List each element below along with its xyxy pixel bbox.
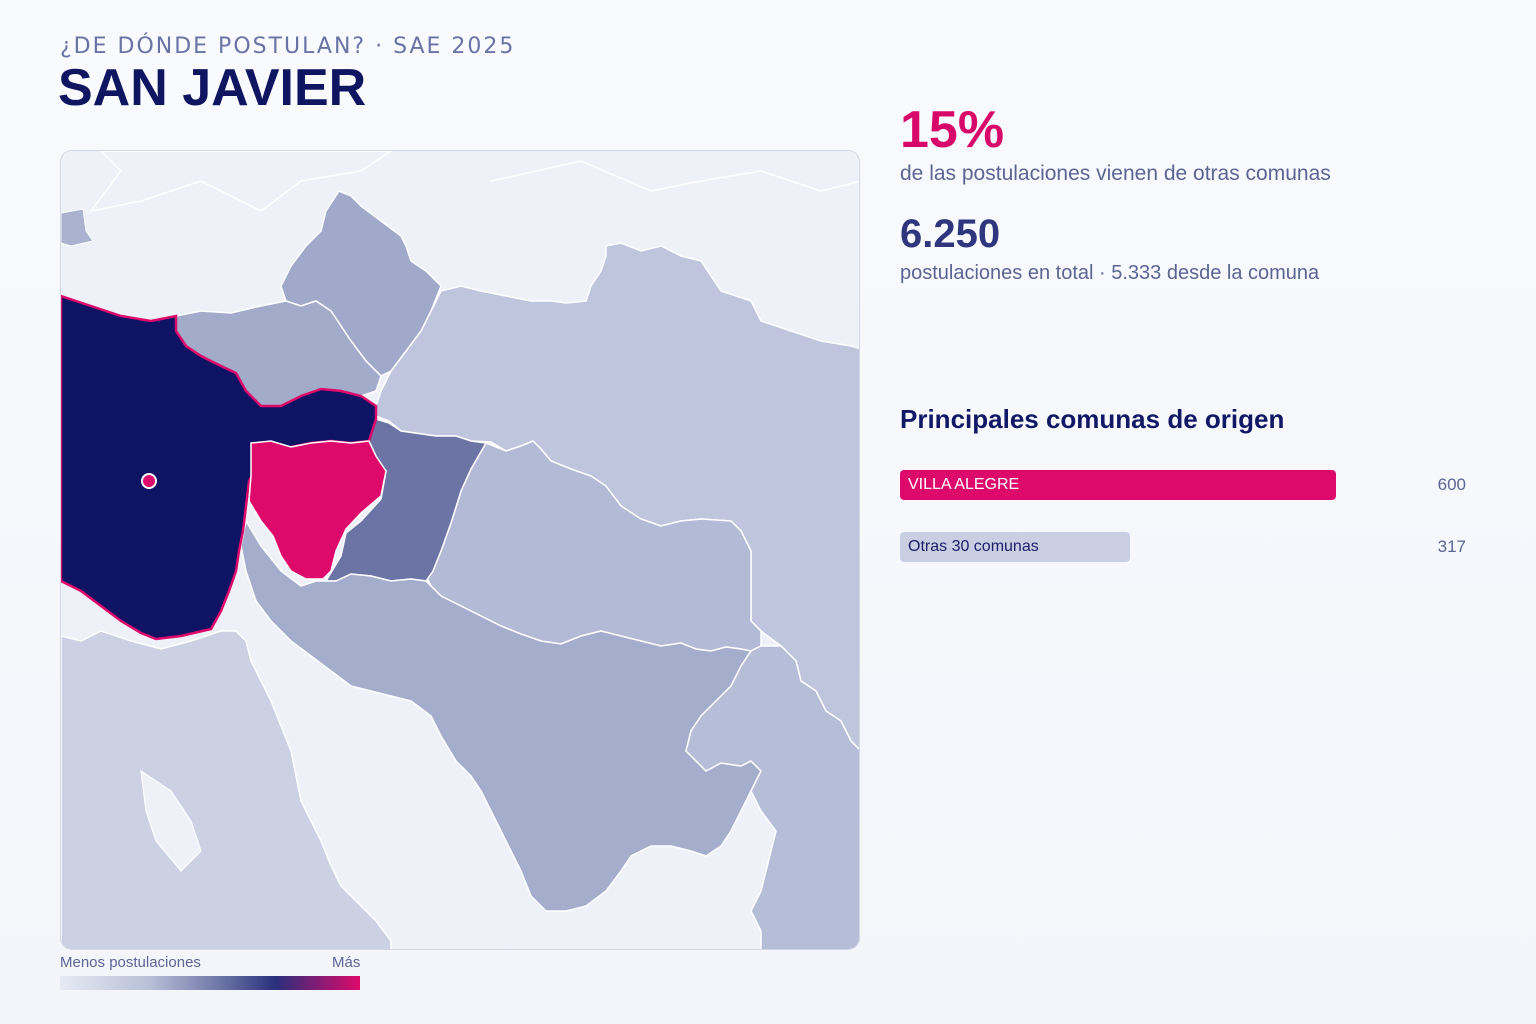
map-region-northwest-tiny: [61, 208, 94, 247]
map-region-southeast[interactable]: [685, 645, 860, 950]
choropleth-map[interactable]: [60, 150, 860, 950]
legend-low-label: Menos postulaciones: [60, 954, 201, 971]
map-kicker: ¿DE DÓNDE POSTULAN? · SAE 2025: [60, 34, 516, 59]
map-region-villa-alegre[interactable]: [248, 440, 387, 580]
total-applications: 6.250: [900, 212, 1001, 256]
map-region-southwest[interactable]: [61, 630, 392, 950]
origin-bar: VILLA ALEGRE: [900, 470, 1336, 500]
origin-value: 600: [1437, 475, 1466, 494]
origin-bar: Otras 30 comunas: [900, 532, 1130, 562]
legend-gradient-bar: [60, 976, 360, 990]
external-share-percent: 15%: [900, 101, 1005, 159]
map-region-southwest-inlet: [140, 769, 202, 872]
total-applications-description: postulaciones en total · 5.333 desde la …: [900, 262, 1320, 284]
san-javier-location-marker[interactable]: [141, 473, 157, 489]
map-svg: [61, 151, 860, 950]
origin-value: 317: [1437, 537, 1466, 556]
origin-row[interactable]: VILLA ALEGRE 600: [900, 470, 1466, 500]
origin-row[interactable]: Otras 30 comunas 317: [900, 532, 1466, 562]
map-region-north-outline: [89, 151, 859, 213]
external-share-description: de las postulaciones vienen de otras com…: [900, 162, 1331, 185]
legend-high-label: Más: [332, 954, 361, 971]
origins-title: Principales comunas de origen: [900, 404, 1285, 434]
page-title: SAN JAVIER: [58, 59, 367, 117]
